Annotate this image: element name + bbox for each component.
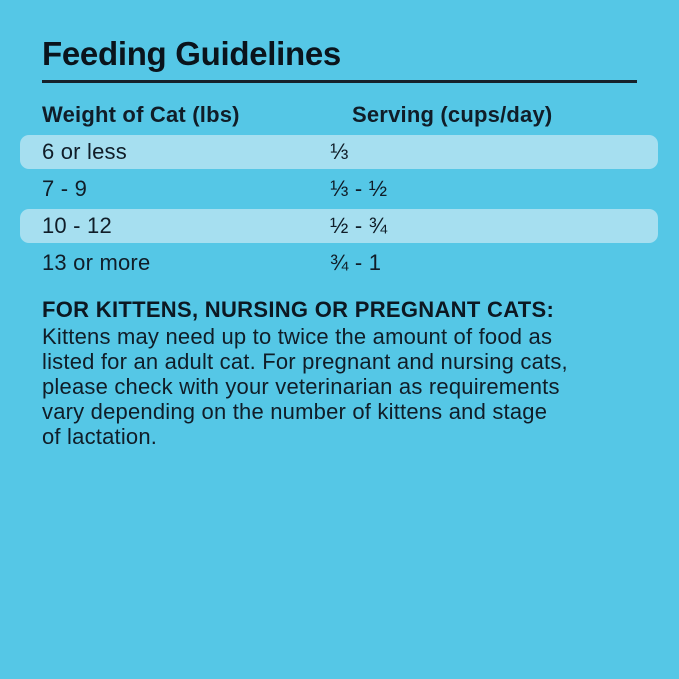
table-row: 6 or less ⅓ [20,135,658,170]
serving-cell: ⅓ - ½ [330,176,388,202]
kittens-note-line: Kittens may need up to twice the amount … [42,324,553,350]
table-row: 13 or more ¾ - 1 [20,246,658,280]
page-title: Feeding Guidelines [42,35,341,72]
content-area: Feeding Guidelines Weight of Cat (lbs) S… [20,35,658,449]
column-header-weight: Weight of Cat (lbs) [42,102,240,128]
kittens-note-line: listed for an adult cat. For pregnant an… [42,349,568,375]
table-header-row: Weight of Cat (lbs) Serving (cups/day) [42,102,658,128]
kittens-note-line: vary depending on the number of kittens … [42,399,548,425]
kittens-note-line: please check with your veterinarian as r… [42,374,560,400]
serving-cell: ½ - ¾ [330,213,388,239]
table-row: 10 - 12 ½ - ¾ [20,209,658,244]
column-header-serving: Serving (cups/day) [352,102,553,128]
weight-cell: 6 or less [42,139,127,165]
weight-cell: 10 - 12 [42,213,112,239]
title-underline [42,80,637,84]
kittens-note-heading: FOR KITTENS, NURSING OR PREGNANT CATS: [42,297,555,323]
serving-cell: ⅓ [330,139,349,165]
kittens-note: FOR KITTENS, NURSING OR PREGNANT CATS: K… [42,297,622,449]
table-row: 7 - 9 ⅓ - ½ [20,172,658,206]
weight-cell: 7 - 9 [42,176,88,202]
kittens-note-line: of lactation. [42,424,158,450]
weight-cell: 13 or more [42,250,151,276]
feeding-table: 6 or less ⅓ 7 - 9 ⅓ - ½ 10 - 12 ½ - ¾ 13… [20,135,658,280]
serving-cell: ¾ - 1 [330,250,382,276]
